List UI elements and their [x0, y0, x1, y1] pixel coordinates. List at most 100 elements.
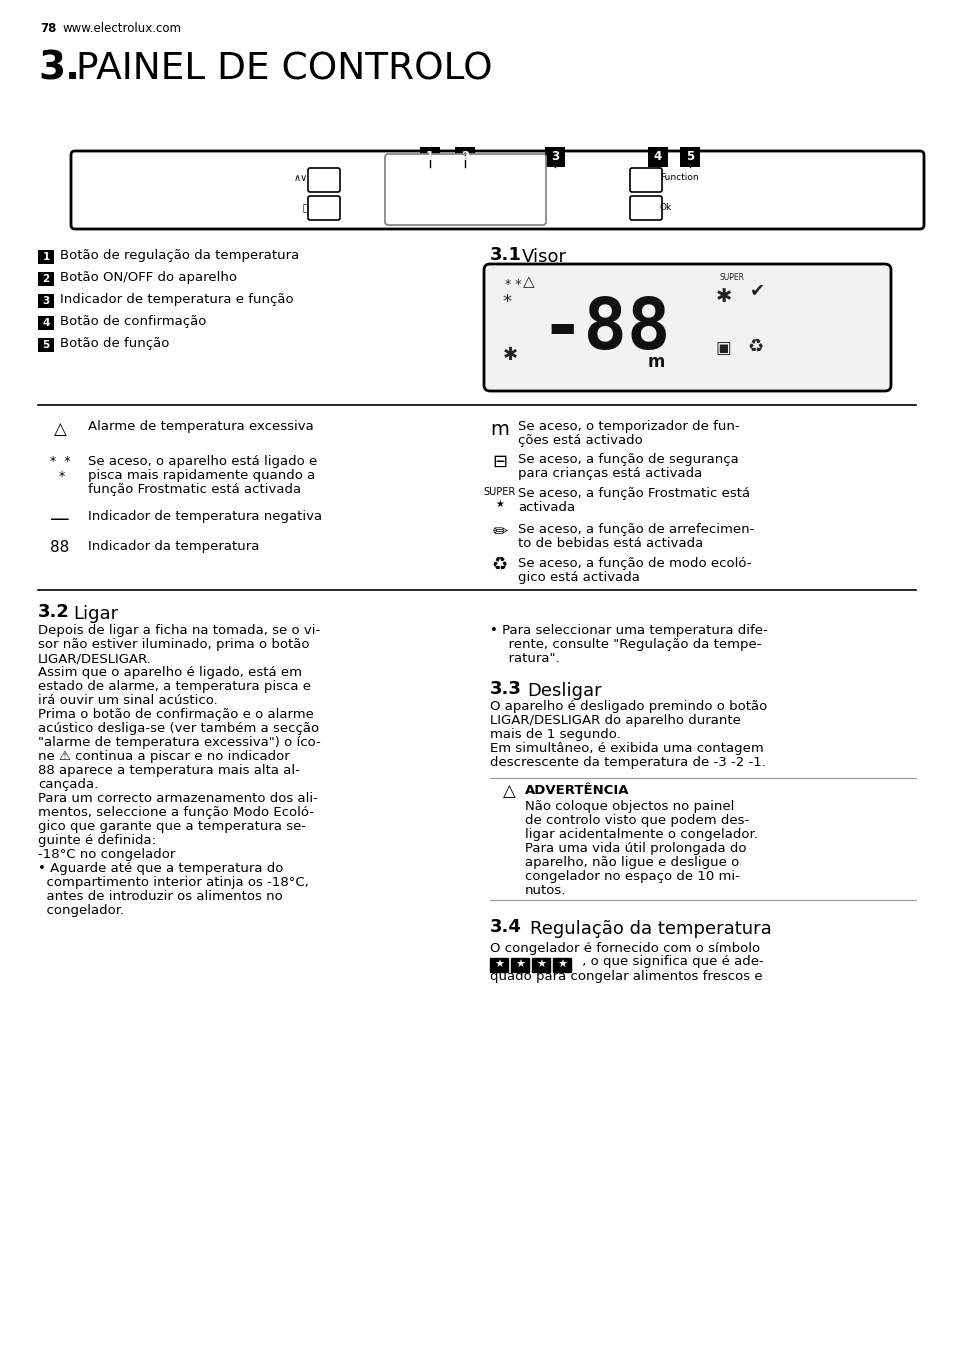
Text: ★: ★	[494, 960, 503, 969]
Text: 3.: 3.	[38, 50, 80, 88]
Text: O aparelho é desligado premindo o botão: O aparelho é desligado premindo o botão	[490, 700, 766, 713]
Text: ▣: ▣	[716, 339, 731, 357]
Text: ✔: ✔	[749, 281, 764, 299]
Text: ★: ★	[515, 960, 524, 969]
Text: 2: 2	[460, 150, 469, 164]
Text: 4: 4	[42, 318, 50, 329]
Text: função Frostmatic está activada: função Frostmatic está activada	[88, 483, 301, 496]
Text: 5: 5	[42, 339, 50, 350]
Text: Regulação da temperatura: Regulação da temperatura	[530, 919, 771, 938]
Text: 3: 3	[42, 296, 50, 306]
Text: Para uma vida útil prolongada do: Para uma vida útil prolongada do	[524, 842, 745, 854]
Text: activada: activada	[517, 502, 575, 514]
Text: ⊟: ⊟	[492, 453, 507, 470]
Bar	[455, 147, 475, 168]
Text: ∧∨: ∧∨	[294, 173, 308, 183]
Text: ★: ★	[536, 960, 545, 969]
Bar	[38, 293, 54, 308]
Bar	[679, 147, 700, 168]
Text: Em simultâneo, é exibida uma contagem: Em simultâneo, é exibida uma contagem	[490, 742, 763, 754]
Text: pisca mais rapidamente quando a: pisca mais rapidamente quando a	[88, 469, 314, 483]
Text: 88 aparece a temperatura mais alta al-: 88 aparece a temperatura mais alta al-	[38, 764, 299, 777]
Text: Não coloque objectos no painel: Não coloque objectos no painel	[524, 800, 734, 813]
Text: descrescente da temperatura de -3 -2 -1.: descrescente da temperatura de -3 -2 -1.	[490, 756, 765, 769]
Text: Se aceso, a função de modo ecoló-: Se aceso, a função de modo ecoló-	[517, 557, 751, 571]
Text: △: △	[53, 420, 67, 438]
Text: ⓘ: ⓘ	[302, 201, 308, 212]
Text: ligar acidentalmente o congelador.: ligar acidentalmente o congelador.	[524, 827, 757, 841]
Text: Indicador de temperatura e função: Indicador de temperatura e função	[60, 293, 294, 306]
Text: , o que significa que é ade-: , o que significa que é ade-	[578, 955, 763, 968]
Bar	[38, 250, 54, 264]
Text: 3.1: 3.1	[490, 246, 521, 264]
Text: gico está activada: gico está activada	[517, 571, 639, 584]
Text: quado para congelar alimentos frescos e: quado para congelar alimentos frescos e	[490, 969, 761, 983]
Text: rente, consulte "Regulação da tempe-: rente, consulte "Regulação da tempe-	[499, 638, 760, 652]
Text: Botão ON/OFF do aparelho: Botão ON/OFF do aparelho	[60, 270, 236, 284]
Text: *  *
 *: * * *	[50, 456, 71, 483]
Text: 78: 78	[40, 22, 56, 35]
Text: cançada.: cançada.	[38, 777, 98, 791]
Text: LIGAR/DESLIGAR do aparelho durante: LIGAR/DESLIGAR do aparelho durante	[490, 714, 740, 727]
FancyBboxPatch shape	[385, 154, 545, 224]
Text: Assim que o aparelho é ligado, está em: Assim que o aparelho é ligado, está em	[38, 667, 302, 679]
Text: Se aceso, a função Frostmatic está: Se aceso, a função Frostmatic está	[517, 487, 749, 500]
Text: 1: 1	[425, 150, 434, 164]
Text: Ligar: Ligar	[73, 604, 118, 623]
Bar	[38, 272, 54, 287]
Text: △: △	[522, 274, 535, 289]
Bar	[532, 959, 550, 972]
Bar	[38, 338, 54, 352]
Text: "alarme de temperatura excessiva") o íco-: "alarme de temperatura excessiva") o íco…	[38, 735, 320, 749]
Text: 3.2: 3.2	[38, 603, 70, 621]
Text: ADVERTÊNCIA: ADVERTÊNCIA	[524, 784, 629, 796]
Text: 2: 2	[42, 274, 50, 284]
Text: • Para seleccionar uma temperatura dife-: • Para seleccionar uma temperatura dife-	[490, 625, 767, 637]
Text: Botão de regulação da temperatura: Botão de regulação da temperatura	[60, 249, 299, 262]
Text: mais de 1 segundo.: mais de 1 segundo.	[490, 727, 620, 741]
FancyBboxPatch shape	[308, 168, 339, 192]
Text: Indicador de temperatura negativa: Indicador de temperatura negativa	[88, 510, 322, 523]
Text: www.electrolux.com: www.electrolux.com	[63, 22, 182, 35]
Text: Botão de confirmação: Botão de confirmação	[60, 315, 206, 329]
Text: Se aceso, o aparelho está ligado e: Se aceso, o aparelho está ligado e	[88, 456, 317, 468]
Text: Se aceso, o temporizador de fun-: Se aceso, o temporizador de fun-	[517, 420, 739, 433]
Text: ções está activado: ções está activado	[517, 434, 642, 448]
Text: Ok: Ok	[659, 203, 672, 211]
Text: SUPER: SUPER	[720, 273, 744, 283]
Bar	[647, 147, 667, 168]
Text: • Aguarde até que a temperatura do: • Aguarde até que a temperatura do	[38, 863, 283, 875]
Text: 3.4: 3.4	[490, 918, 521, 936]
FancyBboxPatch shape	[629, 168, 661, 192]
Text: Function: Function	[659, 173, 698, 183]
Text: aparelho, não ligue e desligue o: aparelho, não ligue e desligue o	[524, 856, 739, 869]
Text: acústico desliga-se (ver também a secção: acústico desliga-se (ver também a secção	[38, 722, 319, 735]
Text: estado de alarme, a temperatura pisca e: estado de alarme, a temperatura pisca e	[38, 680, 311, 694]
Text: de controlo visto que podem des-: de controlo visto que podem des-	[524, 814, 748, 827]
Text: congelador.: congelador.	[38, 904, 124, 917]
Text: mentos, seleccione a função Modo Ecoló-: mentos, seleccione a função Modo Ecoló-	[38, 806, 314, 819]
Text: m: m	[490, 420, 509, 439]
Text: 1: 1	[42, 251, 50, 262]
Text: ✏: ✏	[492, 523, 507, 541]
Text: 88: 88	[51, 539, 70, 556]
Text: 3.3: 3.3	[490, 680, 521, 698]
Text: guinte é definida:: guinte é definida:	[38, 834, 156, 846]
Text: ♻: ♻	[492, 557, 508, 575]
Text: 4: 4	[653, 150, 661, 164]
Text: ✱: ✱	[716, 287, 732, 306]
Text: ✱: ✱	[502, 346, 517, 364]
Text: Se aceso, a função de arrefecimen-: Se aceso, a função de arrefecimen-	[517, 523, 754, 535]
Text: compartimento interior atinja os -18°C,: compartimento interior atinja os -18°C,	[38, 876, 309, 890]
Text: —: —	[51, 510, 70, 529]
Text: Para um correcto armazenamento dos ali-: Para um correcto armazenamento dos ali-	[38, 792, 317, 804]
Bar	[544, 147, 564, 168]
Text: △: △	[502, 781, 516, 800]
Text: *: *	[501, 293, 511, 311]
FancyBboxPatch shape	[308, 196, 339, 220]
Text: congelador no espaço de 10 mi-: congelador no espaço de 10 mi-	[524, 869, 740, 883]
FancyBboxPatch shape	[483, 264, 890, 391]
Bar	[419, 147, 439, 168]
Bar	[38, 316, 54, 330]
Text: ★: ★	[557, 960, 566, 969]
